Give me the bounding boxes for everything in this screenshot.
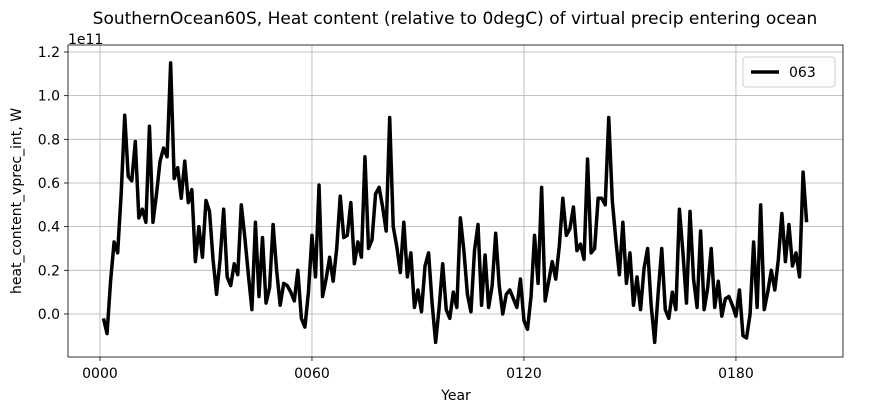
x-tick-label: 0180 <box>718 366 754 382</box>
y-tick-label: 0.2 <box>38 263 60 279</box>
plot-frame <box>67 44 844 358</box>
y-tick-label: 0.8 <box>38 132 60 148</box>
y-tick-label: 0.6 <box>38 176 60 192</box>
offset-label: 1e11 <box>68 32 103 48</box>
x-axis-label: Year <box>440 388 471 404</box>
chart-title: SouthernOcean60S, Heat content (relative… <box>93 9 818 29</box>
legend-label: 063 <box>789 65 816 81</box>
x-tick-label: 0120 <box>506 366 542 382</box>
y-axis-label: heat_content_vprec_int, W <box>9 108 25 294</box>
y-tick-label: 0.0 <box>38 307 60 323</box>
line-series <box>101 61 809 345</box>
x-tick-label: 0060 <box>294 366 330 382</box>
x-tick-label: 0000 <box>82 366 118 382</box>
y-tick-label: 0.4 <box>38 220 60 236</box>
y-tick-label: 1.2 <box>38 45 60 61</box>
legend-box <box>742 56 836 88</box>
y-tick-label: 1.0 <box>38 89 60 105</box>
